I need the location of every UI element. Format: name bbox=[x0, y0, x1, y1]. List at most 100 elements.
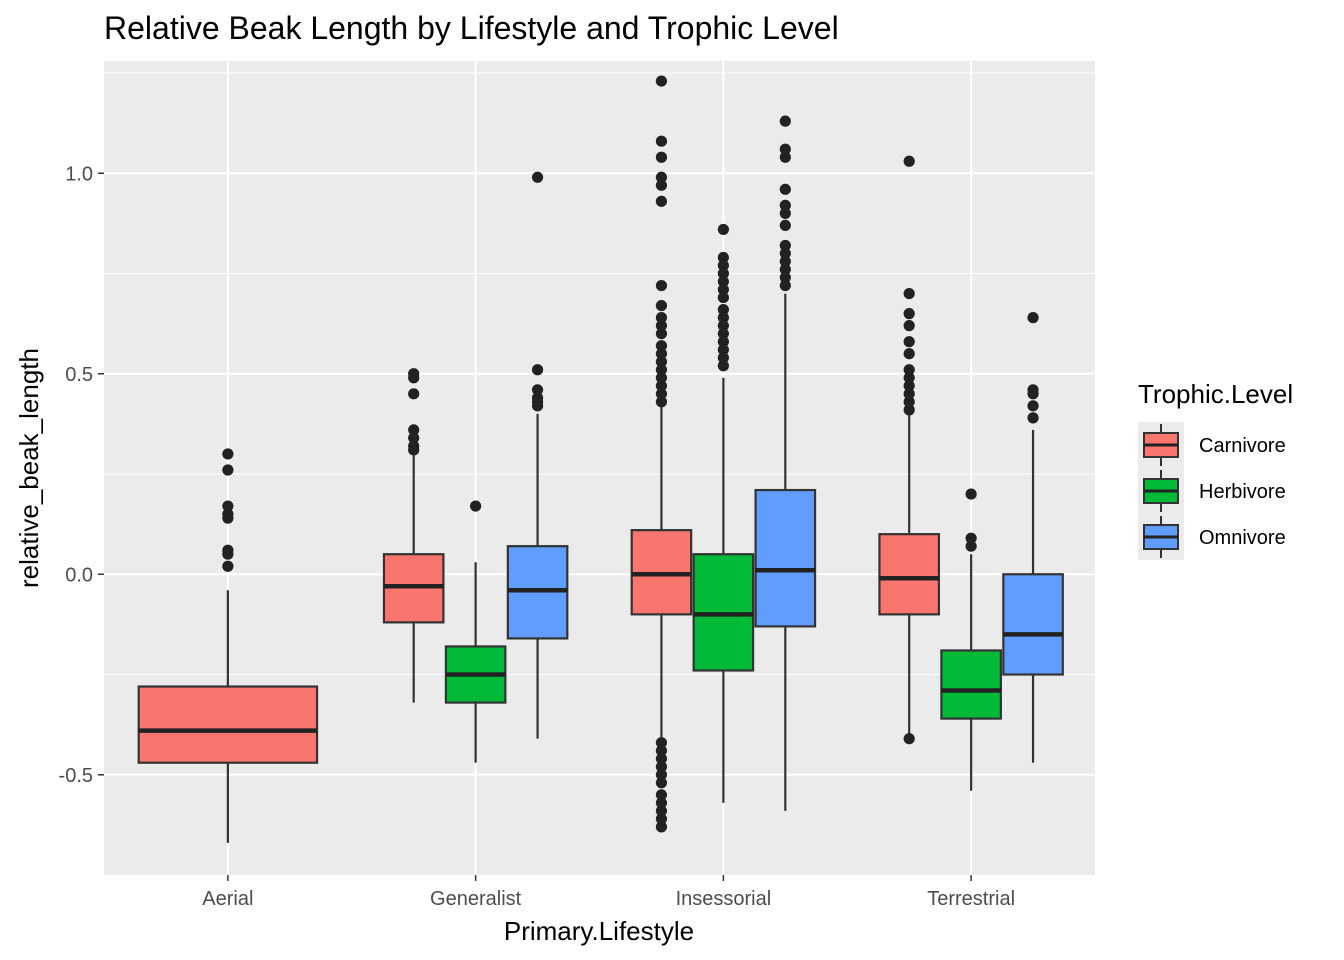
outlier-point bbox=[531, 171, 544, 183]
outlier-point bbox=[655, 753, 668, 765]
box-terrestrial-carnivore bbox=[878, 155, 941, 745]
outlier-point bbox=[655, 356, 668, 368]
outlier-point bbox=[779, 247, 791, 260]
outlier-point bbox=[655, 805, 668, 817]
outlier-point bbox=[717, 259, 729, 272]
outlier-point bbox=[408, 432, 420, 444]
outlier-point bbox=[717, 312, 729, 324]
outlier-point bbox=[717, 344, 729, 356]
outlier-point bbox=[655, 789, 668, 801]
outlier-point bbox=[779, 263, 791, 276]
outlier-point bbox=[779, 115, 791, 127]
outlier-point bbox=[903, 336, 915, 348]
outlier-point bbox=[779, 207, 791, 219]
legend-key-carnivore bbox=[1138, 422, 1184, 468]
outlier-point bbox=[655, 761, 668, 773]
y-tick-label: -0.5 bbox=[59, 765, 93, 787]
outlier-point bbox=[779, 255, 791, 268]
outlier-point bbox=[655, 312, 668, 324]
outlier-point bbox=[655, 372, 668, 384]
outlier-point bbox=[903, 372, 915, 384]
legend-label-carnivore: Carnivore bbox=[1199, 435, 1286, 457]
x-axis-ticks: Aerial Generalist Insessorial Terrestrial bbox=[202, 875, 1015, 910]
outlier-point bbox=[717, 328, 729, 340]
x-axis-title: Primary.Lifestyle bbox=[504, 916, 694, 946]
box-generalist-carnivore bbox=[382, 368, 445, 703]
outlier-point bbox=[655, 75, 668, 87]
outlier-point bbox=[655, 797, 668, 809]
grid-minor-lines bbox=[104, 72, 1095, 676]
outlier-point bbox=[655, 320, 668, 332]
outlier-point bbox=[965, 540, 977, 552]
outlier-point bbox=[717, 251, 729, 264]
outlier-point bbox=[903, 155, 915, 167]
box-generalist-omnivore bbox=[506, 171, 569, 739]
outlier-point bbox=[531, 392, 544, 404]
outlier-point bbox=[655, 364, 668, 376]
outlier-point bbox=[903, 308, 915, 320]
box-insessorial-omnivore bbox=[754, 115, 817, 811]
outlier-point bbox=[222, 464, 234, 476]
outlier-point bbox=[655, 179, 668, 191]
outlier-point bbox=[655, 300, 668, 312]
outlier-point bbox=[655, 348, 668, 360]
outlier-point bbox=[1027, 384, 1039, 396]
x-tick-label: Terrestrial bbox=[927, 888, 1015, 910]
outlier-point bbox=[779, 151, 791, 163]
x-tick-label: Generalist bbox=[430, 888, 522, 910]
outlier-point bbox=[903, 380, 915, 392]
legend-key-omnivore bbox=[1138, 514, 1184, 560]
outlier-point bbox=[965, 532, 977, 544]
x-tick-label: Aerial bbox=[202, 888, 253, 910]
outlier-point bbox=[779, 271, 791, 284]
outlier-point bbox=[1027, 312, 1039, 324]
outlier-point bbox=[531, 364, 544, 376]
outlier-point bbox=[655, 737, 668, 749]
legend-items: Carnivore Herbivore Omnivore bbox=[1138, 422, 1286, 560]
outlier-point bbox=[903, 348, 915, 360]
outlier-point bbox=[717, 267, 729, 280]
outlier-point bbox=[717, 352, 729, 364]
outlier-point bbox=[903, 404, 915, 416]
outlier-point bbox=[655, 821, 668, 833]
legend-title: Trophic.Level bbox=[1138, 379, 1293, 409]
outlier-point bbox=[655, 396, 668, 408]
outlier-point bbox=[779, 143, 791, 155]
box-iqr bbox=[1002, 573, 1064, 676]
legend-key-herbivore bbox=[1138, 468, 1184, 514]
outlier-point bbox=[717, 275, 729, 288]
y-tick-label: 0.0 bbox=[65, 564, 93, 586]
outlier-point bbox=[655, 195, 668, 207]
box-iqr bbox=[940, 649, 1002, 720]
outlier-point bbox=[408, 424, 420, 436]
outlier-point bbox=[779, 219, 791, 232]
box-generalist-herbivore bbox=[444, 500, 507, 763]
outlier-point bbox=[408, 440, 420, 452]
y-axis-ticks: -0.5 0.0 0.5 1.0 bbox=[59, 163, 104, 787]
outlier-point bbox=[965, 488, 977, 500]
outlier-point bbox=[779, 183, 791, 195]
outlier-point bbox=[717, 336, 729, 348]
outlier-point bbox=[531, 384, 544, 396]
outlier-point bbox=[655, 769, 668, 781]
outlier-point bbox=[1027, 400, 1039, 412]
outlier-point bbox=[1027, 412, 1039, 424]
box-terrestrial-herbivore bbox=[940, 488, 1002, 791]
box-series bbox=[137, 75, 1064, 843]
outlier-point bbox=[655, 151, 668, 163]
chart-title: Relative Beak Length by Lifestyle and Tr… bbox=[104, 10, 839, 46]
y-axis-title: relative_beak_length bbox=[14, 348, 44, 588]
box-iqr bbox=[137, 685, 319, 764]
box-aerial-carnivore bbox=[137, 448, 319, 843]
box-iqr bbox=[878, 533, 941, 616]
outlier-point bbox=[903, 320, 915, 332]
y-tick-label: 0.5 bbox=[65, 364, 93, 386]
outlier-point bbox=[903, 287, 915, 300]
outlier-point bbox=[655, 340, 668, 352]
outlier-point bbox=[903, 396, 915, 408]
outlier-point bbox=[222, 508, 234, 520]
outlier-point bbox=[717, 360, 729, 372]
outlier-point bbox=[408, 388, 420, 400]
outlier-point bbox=[717, 283, 729, 296]
outlier-point bbox=[655, 745, 668, 757]
